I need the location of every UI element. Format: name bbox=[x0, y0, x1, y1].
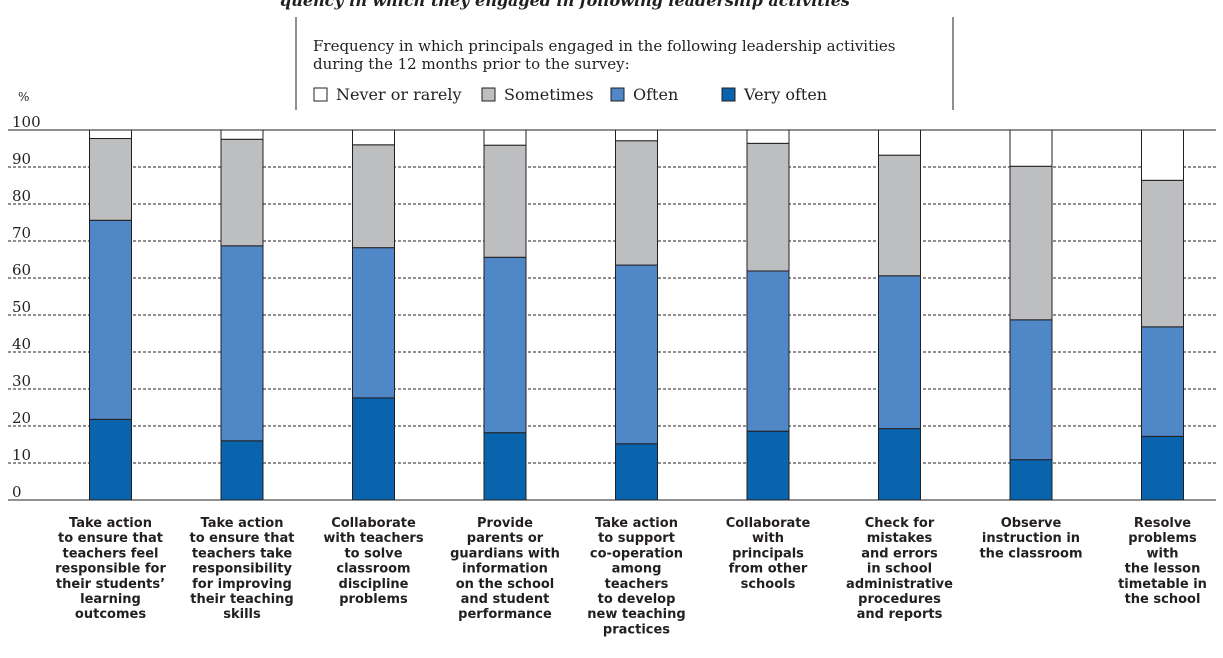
bar-segment-sometimes-1 bbox=[89, 138, 132, 221]
bar-segment-very-often-8 bbox=[1009, 459, 1053, 501]
bar-segment-often-3 bbox=[352, 247, 395, 399]
y-tick-label-70: 70 bbox=[12, 224, 31, 242]
x-category-label-5: Take action to support co-operation among te… bbox=[587, 516, 685, 637]
bar-segment-never-or-rarely-2 bbox=[220, 129, 264, 140]
y-tick-label-20: 20 bbox=[12, 409, 31, 427]
bar-segment-very-often-3 bbox=[352, 397, 395, 501]
bar-segment-sometimes-5 bbox=[615, 140, 658, 266]
bar-segment-sometimes-9 bbox=[1141, 179, 1184, 328]
bar-segment-very-often-7 bbox=[878, 428, 921, 501]
bar-segment-often-9 bbox=[1141, 326, 1184, 437]
legend-swatch-sometimes bbox=[481, 87, 496, 102]
x-category-label-7: Check for mistakes and errors in school admi… bbox=[846, 516, 953, 622]
bar-segment-very-often-9 bbox=[1141, 435, 1184, 501]
legend-title-line-2: during the 12 months prior to the survey… bbox=[313, 55, 630, 73]
legend-label-very-often: Very often bbox=[743, 85, 827, 104]
x-category-label-6: Collaborate with principals from other schoo… bbox=[726, 516, 811, 592]
legend: Frequency in which principals engaged in… bbox=[295, 17, 954, 110]
bar-segment-very-often-2 bbox=[220, 440, 264, 501]
legend-label-often: Often bbox=[633, 85, 678, 104]
y-tick-label-100: 100 bbox=[12, 113, 41, 131]
bar-segment-very-often-1 bbox=[89, 418, 132, 501]
x-category-label-4: Provide parents or guardians with informati… bbox=[450, 516, 560, 622]
bar-segment-very-often-5 bbox=[615, 443, 658, 501]
legend-title-line-1: Frequency in which principals engaged in… bbox=[313, 37, 896, 55]
x-category-label-8: Observe instruction in the classroom bbox=[979, 516, 1082, 561]
bar-segment-never-or-rarely-3 bbox=[352, 129, 395, 146]
legend-swatch-often bbox=[610, 87, 625, 102]
y-tick-label-10: 10 bbox=[12, 446, 31, 464]
y-tick-label-50: 50 bbox=[12, 298, 31, 316]
bar-segment-sometimes-7 bbox=[878, 154, 921, 277]
x-category-label-3: Collaborate with teachers to solve classroo… bbox=[323, 516, 423, 607]
x-axis-category-labels: Take action to ensure that teachers feel re… bbox=[55, 516, 1207, 637]
legend-swatch-very-often bbox=[721, 87, 736, 102]
bar-segment-often-7 bbox=[878, 275, 921, 430]
y-tick-label-90: 90 bbox=[12, 150, 31, 168]
bar-segment-never-or-rarely-9 bbox=[1141, 129, 1184, 181]
chart-title-fragment: quency in which they engaged in followin… bbox=[280, 0, 850, 10]
legend-label-never-or-rarely: Never or rarely bbox=[336, 85, 462, 104]
bar-segment-sometimes-8 bbox=[1009, 165, 1053, 321]
y-tick-label-30: 30 bbox=[12, 372, 31, 390]
bar-segment-never-or-rarely-5 bbox=[615, 129, 658, 142]
bar-segment-often-8 bbox=[1009, 319, 1053, 461]
bars bbox=[89, 129, 1184, 501]
y-axis-ticks: 0 10 20 30 40 50 60 70 80 90 100 bbox=[12, 113, 41, 501]
legend-label-sometimes: Sometimes bbox=[504, 85, 594, 104]
bar-segment-never-or-rarely-1 bbox=[89, 129, 132, 140]
bar-segment-often-4 bbox=[483, 256, 527, 434]
bar-segment-very-often-6 bbox=[746, 430, 790, 501]
bar-segment-often-5 bbox=[615, 264, 658, 445]
legend-items: Never or rarely Sometimes Often Very often bbox=[313, 85, 827, 104]
bar-segment-often-6 bbox=[746, 270, 790, 432]
bar-segment-sometimes-3 bbox=[352, 144, 395, 249]
y-axis-unit-label: % bbox=[18, 90, 29, 104]
y-tick-label-40: 40 bbox=[12, 335, 31, 353]
bar-segment-often-2 bbox=[220, 245, 264, 442]
x-category-label-9: Resolve problems with the lesson timetable i… bbox=[1118, 516, 1207, 607]
y-tick-label-60: 60 bbox=[12, 261, 31, 279]
x-category-label-1: Take action to ensure that teachers feel re… bbox=[55, 516, 166, 622]
bar-segment-never-or-rarely-6 bbox=[746, 129, 790, 144]
x-category-label-2: Take action to ensure that teachers take re… bbox=[190, 516, 295, 622]
legend-swatch-never-or-rarely bbox=[313, 87, 328, 102]
bar-segment-never-or-rarely-4 bbox=[483, 129, 527, 146]
y-tick-label-0: 0 bbox=[12, 483, 22, 501]
bar-segment-sometimes-4 bbox=[483, 144, 527, 258]
bar-segment-often-1 bbox=[89, 219, 132, 420]
bar-segment-very-often-4 bbox=[483, 432, 527, 501]
bar-segment-sometimes-2 bbox=[220, 138, 264, 247]
bar-segment-never-or-rarely-7 bbox=[878, 129, 921, 156]
bar-segment-never-or-rarely-8 bbox=[1009, 129, 1053, 167]
bar-segment-sometimes-6 bbox=[746, 142, 790, 272]
y-tick-label-80: 80 bbox=[12, 187, 31, 205]
